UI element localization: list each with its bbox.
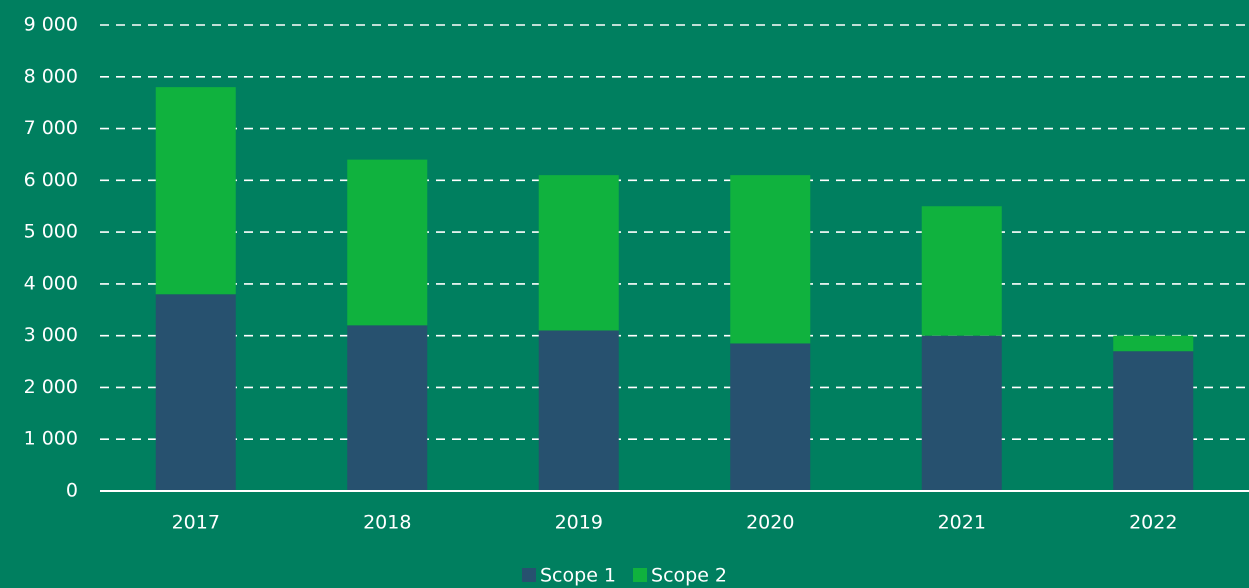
y-tick-label: 3 000 <box>24 324 78 346</box>
x-tick-label: 2022 <box>1129 512 1177 534</box>
y-tick-label: 2 000 <box>24 376 78 398</box>
bar-segment <box>730 175 811 344</box>
y-tick-label: 8 000 <box>24 65 78 87</box>
y-tick-label: 1 000 <box>24 428 78 450</box>
bar-segment <box>347 325 428 491</box>
bar-segment <box>155 294 236 491</box>
legend-swatch <box>522 568 536 582</box>
y-tick-label: 9 000 <box>24 14 78 36</box>
bar-segment <box>538 175 619 331</box>
x-tick-label: 2021 <box>938 512 986 534</box>
x-tick-label: 2019 <box>555 512 603 534</box>
x-tick-label: 2017 <box>172 512 220 534</box>
bar-segment <box>347 159 428 326</box>
bar-segment <box>155 87 236 295</box>
y-tick-label: 0 <box>66 480 78 502</box>
legend-label: Scope 1 <box>540 565 616 587</box>
bar-segment <box>538 330 619 491</box>
bar-segment <box>730 343 811 491</box>
y-tick-label: 4 000 <box>24 272 78 294</box>
x-tick-label: 2018 <box>363 512 411 534</box>
bar-segment <box>921 206 1002 336</box>
y-tick-label: 6 000 <box>24 169 78 191</box>
y-tick-label: 7 000 <box>24 117 78 139</box>
bar-segment <box>1113 335 1194 352</box>
y-tick-label: 5 000 <box>24 221 78 243</box>
x-tick-label: 2020 <box>746 512 794 534</box>
legend-label: Scope 2 <box>651 565 727 587</box>
bar-segment <box>1113 351 1194 491</box>
bar-segment <box>921 335 1002 491</box>
legend-swatch <box>633 568 648 582</box>
